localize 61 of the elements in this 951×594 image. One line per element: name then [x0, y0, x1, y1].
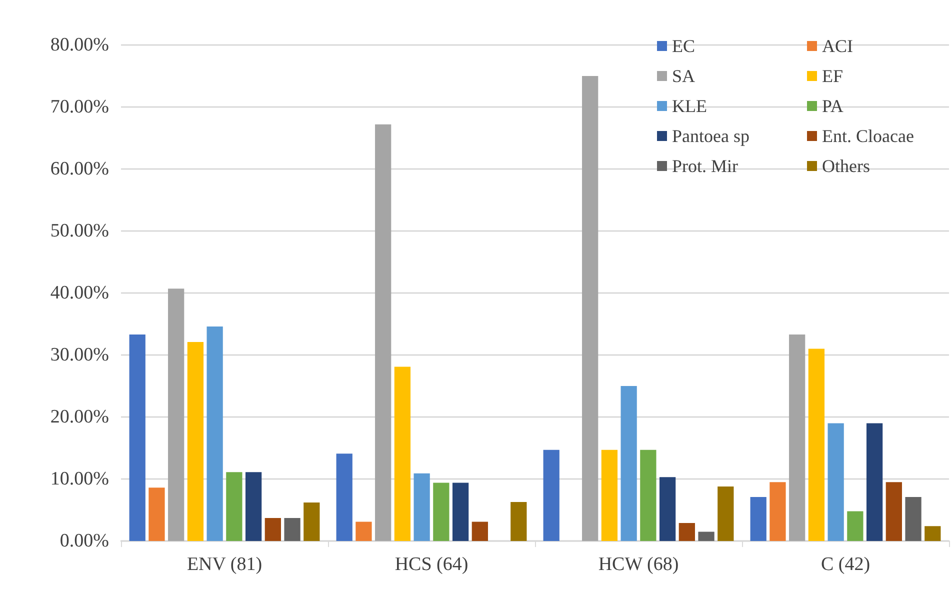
bar [394, 366, 411, 541]
bar [543, 450, 560, 541]
bar [698, 532, 714, 541]
x-tick-label: C (42) [820, 554, 870, 575]
bar [375, 124, 392, 541]
bar [770, 482, 786, 541]
bar [129, 334, 146, 541]
bar [452, 482, 469, 541]
bar [304, 502, 320, 541]
legend-label: Prot. Mir [672, 156, 738, 176]
x-tick-label: HCS (64) [394, 554, 468, 575]
bar [414, 473, 430, 541]
y-tick-label: 10.00% [50, 468, 110, 490]
bar [187, 342, 204, 541]
legend-label: ACI [822, 36, 854, 56]
y-tick-label: 0.00% [60, 530, 110, 552]
bar [866, 423, 883, 541]
bar [168, 288, 184, 541]
legend-label: KLE [672, 96, 707, 116]
bar [718, 486, 734, 541]
bar [886, 482, 902, 541]
x-tick-label: ENV (81) [186, 554, 262, 575]
y-tick-label: 70.00% [50, 96, 110, 118]
bar [433, 482, 450, 541]
legend-label: EF [822, 66, 844, 86]
bar [284, 518, 300, 541]
bar [678, 523, 695, 541]
bar [828, 423, 844, 541]
x-tick-label: HCW (68) [598, 554, 679, 575]
y-tick-label: 60.00% [50, 158, 110, 180]
bar [206, 326, 223, 541]
bar [356, 522, 372, 541]
bar [601, 450, 618, 541]
bar [905, 496, 922, 541]
bar [750, 496, 766, 541]
bar [659, 477, 676, 541]
bar [336, 454, 352, 541]
bar [245, 472, 262, 541]
bar [582, 76, 598, 541]
y-tick-label: 30.00% [50, 344, 110, 366]
bar [640, 450, 656, 541]
bar [847, 511, 864, 541]
bar [924, 526, 941, 541]
bar [264, 518, 281, 541]
bar [789, 334, 806, 541]
bar [472, 522, 488, 541]
y-tick-label: 40.00% [50, 282, 110, 304]
legend-label: Ent. Cloacae [822, 126, 914, 146]
bar [808, 348, 825, 541]
legend-label: SA [672, 66, 696, 86]
legend-label: Others [822, 156, 870, 176]
y-tick-label: 80.00% [50, 34, 110, 56]
legend-label: Pantoea sp [672, 126, 750, 146]
y-tick-label: 50.00% [50, 220, 110, 242]
bar [510, 502, 527, 541]
bar [620, 386, 637, 541]
legend-label: EC [672, 36, 696, 56]
legend-label: PA [822, 96, 844, 116]
bar [148, 488, 165, 541]
bar [226, 472, 242, 541]
y-tick-label: 20.00% [50, 406, 110, 428]
